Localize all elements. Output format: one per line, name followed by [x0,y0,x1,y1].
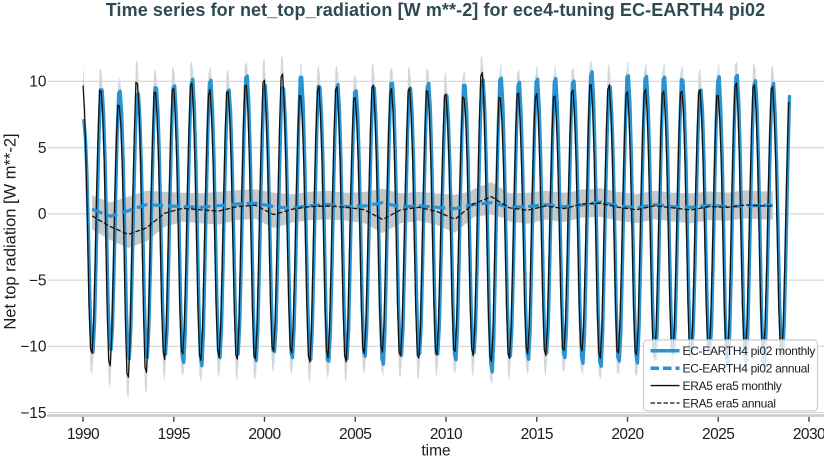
svg-text:EC-EARTH4 pi02 monthly: EC-EARTH4 pi02 monthly [683,344,816,358]
svg-text:2030: 2030 [793,426,824,443]
svg-text:ERA5 era5 monthly: ERA5 era5 monthly [683,379,782,393]
svg-text:2020: 2020 [611,426,644,443]
svg-text:time: time [421,442,450,457]
svg-text:−15: −15 [20,405,46,422]
svg-text:0: 0 [38,206,47,223]
svg-text:10: 10 [29,74,47,91]
svg-text:2000: 2000 [248,426,281,443]
svg-text:ERA5 era5 annual: ERA5 era5 annual [683,396,776,410]
svg-text:2005: 2005 [339,426,371,443]
svg-text:2025: 2025 [702,426,734,443]
svg-text:−5: −5 [29,272,47,289]
svg-text:1995: 1995 [158,426,190,443]
svg-text:1990: 1990 [67,426,100,443]
svg-text:2010: 2010 [430,426,463,443]
svg-text:Time series for net_top_radiat: Time series for net_top_radiation [W m**… [106,0,765,20]
svg-text:EC-EARTH4 pi02 annual: EC-EARTH4 pi02 annual [683,362,810,376]
svg-text:2015: 2015 [521,426,553,443]
svg-text:−10: −10 [20,339,47,356]
svg-text:5: 5 [38,140,47,157]
svg-text:Net top radiation [W m**-2]: Net top radiation [W m**-2] [2,133,20,329]
